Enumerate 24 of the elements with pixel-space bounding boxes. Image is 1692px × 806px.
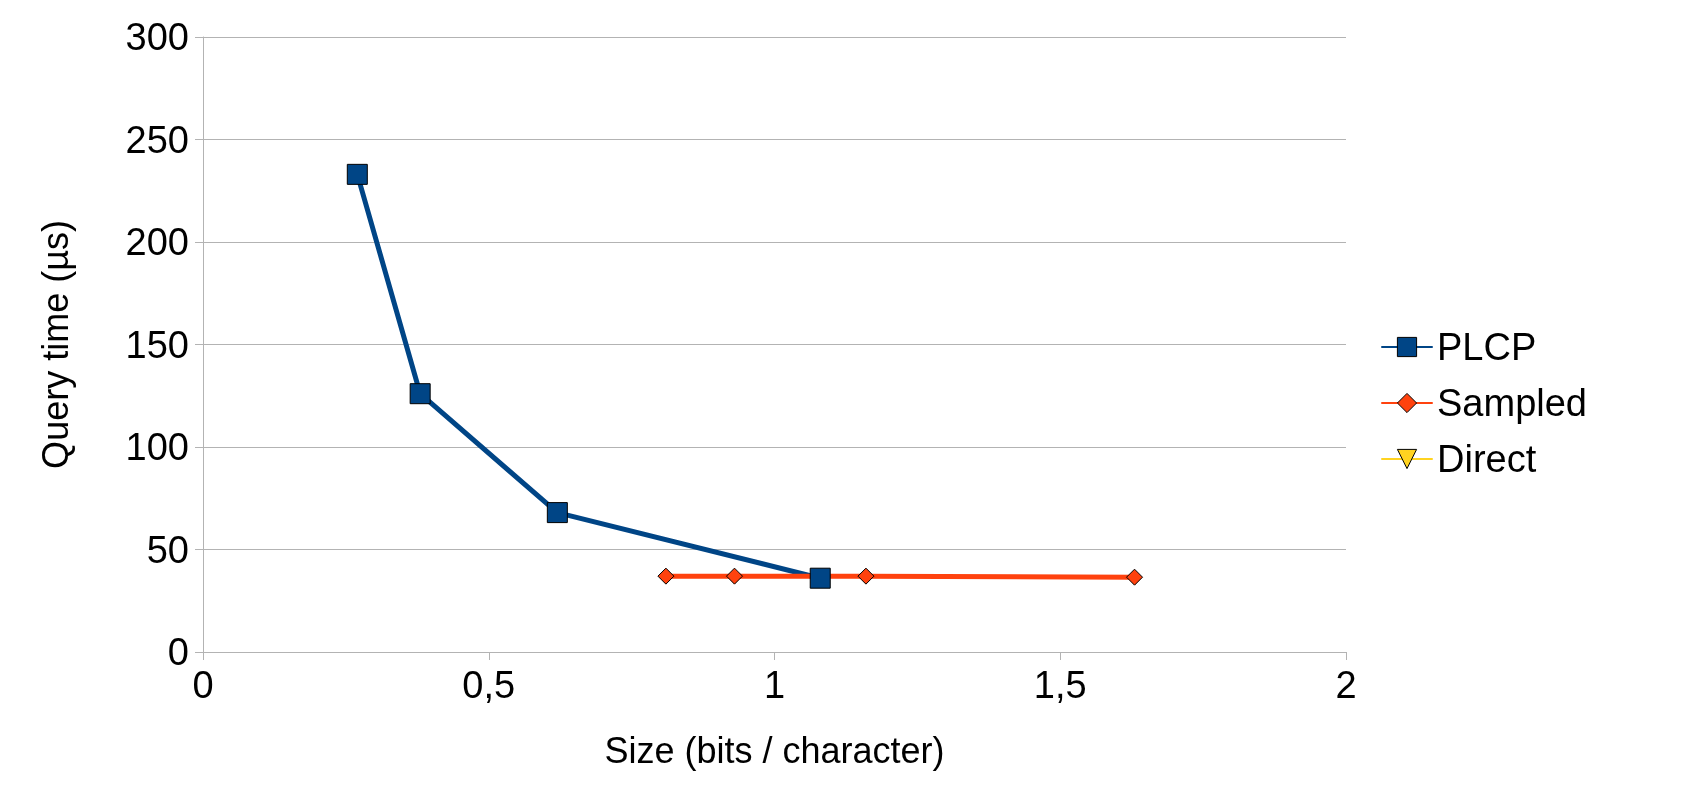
y-tick-label: 300 [125, 16, 189, 58]
x-axis-title: Size (bits / character) [604, 729, 945, 771]
point [725, 567, 743, 585]
x-tick-label: 2 [1335, 664, 1357, 706]
y-tick-label: 100 [125, 426, 189, 468]
point [857, 567, 875, 585]
point [657, 567, 675, 585]
y-axis-title: Query time (µs) [34, 220, 76, 469]
legend-label: Sampled [1437, 382, 1587, 424]
point [809, 567, 831, 589]
x-tick-label: 1 [763, 664, 786, 706]
x-tick-label: 1,5 [1033, 664, 1087, 706]
point [346, 163, 368, 185]
y-tick-label: 50 [146, 528, 189, 571]
y-tick-label: 0 [167, 631, 189, 673]
y-tick-label: 250 [125, 118, 189, 161]
point [1126, 568, 1144, 586]
point [409, 383, 431, 405]
y-tick-label: 150 [125, 323, 189, 366]
legend-label: Direct [1437, 438, 1537, 480]
y-tick-label: 200 [125, 221, 189, 263]
point [546, 502, 568, 524]
x-tick-label: 0,5 [462, 664, 516, 706]
legend-label: PLCP [1437, 326, 1537, 368]
